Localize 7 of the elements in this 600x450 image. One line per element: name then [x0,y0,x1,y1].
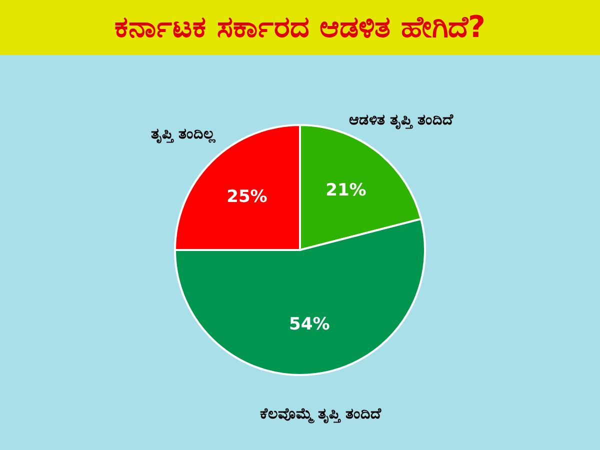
slice-label: ಕೆಲವೊಮ್ಮೆ ತೃಪ್ತಿ ತಂದಿದೆ [260,404,382,425]
slice-label: ಆಡಳಿತ ತೃಪ್ತಿ ತಂದಿದೆ [348,110,454,131]
data-label: 21% [326,180,366,201]
data-label: 25% [226,186,268,207]
slice-label: ತೃಪ್ತಿ ತಂದಿಲ್ಲ [151,124,216,144]
chart-title: ಕರ್ನಾಟಕ ಸರ್ಕಾರದ ಆಡಳಿತ ಹೇಗಿದೆ? [0,0,600,55]
data-label: 54% [289,314,330,334]
